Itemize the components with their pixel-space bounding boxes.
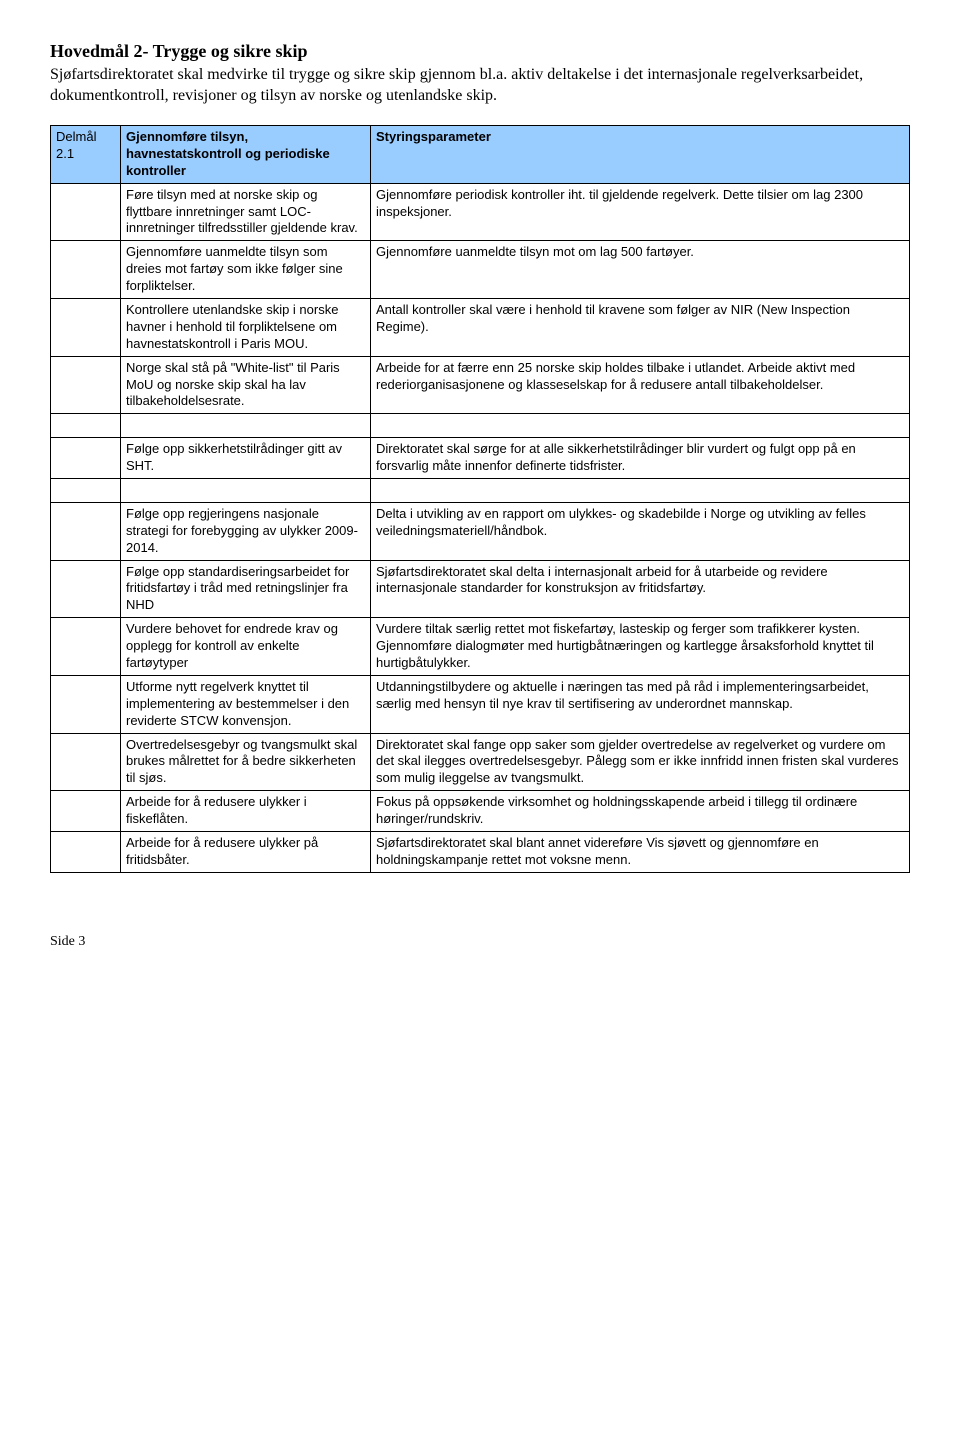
page-footer: Side 3 — [50, 933, 910, 951]
row-label-cell — [51, 502, 121, 560]
row-left-cell: Kontrollere utenlandske skip i norske ha… — [121, 299, 371, 357]
row-left-cell — [121, 479, 371, 503]
row-left-cell: Overtredelsesgebyr og tvangsmulkt skal b… — [121, 733, 371, 791]
row-right-cell — [371, 414, 910, 438]
row-right-cell: Antall kontroller skal være i henhold ti… — [371, 299, 910, 357]
row-label-cell — [51, 733, 121, 791]
row-label-cell — [51, 479, 121, 503]
table-row: Overtredelsesgebyr og tvangsmulkt skal b… — [51, 733, 910, 791]
row-right-cell: Vurdere tiltak særlig rettet mot fiskefa… — [371, 618, 910, 676]
row-left-cell: Gjennomføre uanmeldte tilsyn som dreies … — [121, 241, 371, 299]
row-left-cell: Arbeide for å redusere ulykker i fiskefl… — [121, 791, 371, 832]
header-cell-right: Styringsparameter — [371, 125, 910, 183]
row-label-cell — [51, 183, 121, 241]
table-row — [51, 414, 910, 438]
row-right-cell: Sjøfartsdirektoratet skal blant annet vi… — [371, 832, 910, 873]
row-label-cell — [51, 356, 121, 414]
row-left-cell: Følge opp standardiseringsarbeidet for f… — [121, 560, 371, 618]
row-label-cell — [51, 560, 121, 618]
row-right-cell: Sjøfartsdirektoratet skal delta i intern… — [371, 560, 910, 618]
row-left-cell: Føre tilsyn med at norske skip og flyttb… — [121, 183, 371, 241]
row-right-cell: Fokus på oppsøkende virksomhet og holdni… — [371, 791, 910, 832]
table-row: Arbeide for å redusere ulykker på fritid… — [51, 832, 910, 873]
goals-table: Delmål 2.1Gjennomføre tilsyn, havnestats… — [50, 125, 910, 873]
row-right-cell: Delta i utvikling av en rapport om ulykk… — [371, 502, 910, 560]
row-label-cell — [51, 299, 121, 357]
row-left-cell: Arbeide for å redusere ulykker på fritid… — [121, 832, 371, 873]
row-left-cell: Utforme nytt regelverk knyttet til imple… — [121, 675, 371, 733]
row-label-cell — [51, 791, 121, 832]
row-label-cell — [51, 438, 121, 479]
row-label-cell — [51, 675, 121, 733]
header-cell-left: Gjennomføre tilsyn, havnestatskontroll o… — [121, 125, 371, 183]
table-row: Vurdere behovet for endrede krav og oppl… — [51, 618, 910, 676]
row-right-cell: Direktoratet skal fange opp saker som gj… — [371, 733, 910, 791]
table-row — [51, 479, 910, 503]
table-row: Følge opp regjeringens nasjonale strateg… — [51, 502, 910, 560]
row-right-cell: Gjennomføre uanmeldte tilsyn mot om lag … — [371, 241, 910, 299]
row-right-cell: Gjennomføre periodisk kontroller iht. ti… — [371, 183, 910, 241]
row-right-cell — [371, 479, 910, 503]
row-left-cell: Følge opp sikkerhetstilrådinger gitt av … — [121, 438, 371, 479]
row-left-cell: Norge skal stå på "White-list" til Paris… — [121, 356, 371, 414]
table-row: Føre tilsyn med at norske skip og flyttb… — [51, 183, 910, 241]
row-left-cell: Følge opp regjeringens nasjonale strateg… — [121, 502, 371, 560]
table-row: Arbeide for å redusere ulykker i fiskefl… — [51, 791, 910, 832]
row-label-cell — [51, 414, 121, 438]
table-row: Norge skal stå på "White-list" til Paris… — [51, 356, 910, 414]
header-cell-label: Delmål 2.1 — [51, 125, 121, 183]
table-row: Kontrollere utenlandske skip i norske ha… — [51, 299, 910, 357]
table-row: Gjennomføre uanmeldte tilsyn som dreies … — [51, 241, 910, 299]
row-label-cell — [51, 241, 121, 299]
table-row: Følge opp standardiseringsarbeidet for f… — [51, 560, 910, 618]
table-header-row: Delmål 2.1Gjennomføre tilsyn, havnestats… — [51, 125, 910, 183]
row-left-cell: Vurdere behovet for endrede krav og oppl… — [121, 618, 371, 676]
row-right-cell: Arbeide for at færre enn 25 norske skip … — [371, 356, 910, 414]
row-left-cell — [121, 414, 371, 438]
table-row: Følge opp sikkerhetstilrådinger gitt av … — [51, 438, 910, 479]
table-row: Utforme nytt regelverk knyttet til imple… — [51, 675, 910, 733]
row-label-cell — [51, 832, 121, 873]
row-right-cell: Direktoratet skal sørge for at alle sikk… — [371, 438, 910, 479]
page-heading: Hovedmål 2- Trygge og sikre skip — [50, 40, 910, 63]
intro-paragraph: Sjøfartsdirektoratet skal medvirke til t… — [50, 65, 910, 107]
row-right-cell: Utdanningstilbydere og aktuelle i næring… — [371, 675, 910, 733]
row-label-cell — [51, 618, 121, 676]
